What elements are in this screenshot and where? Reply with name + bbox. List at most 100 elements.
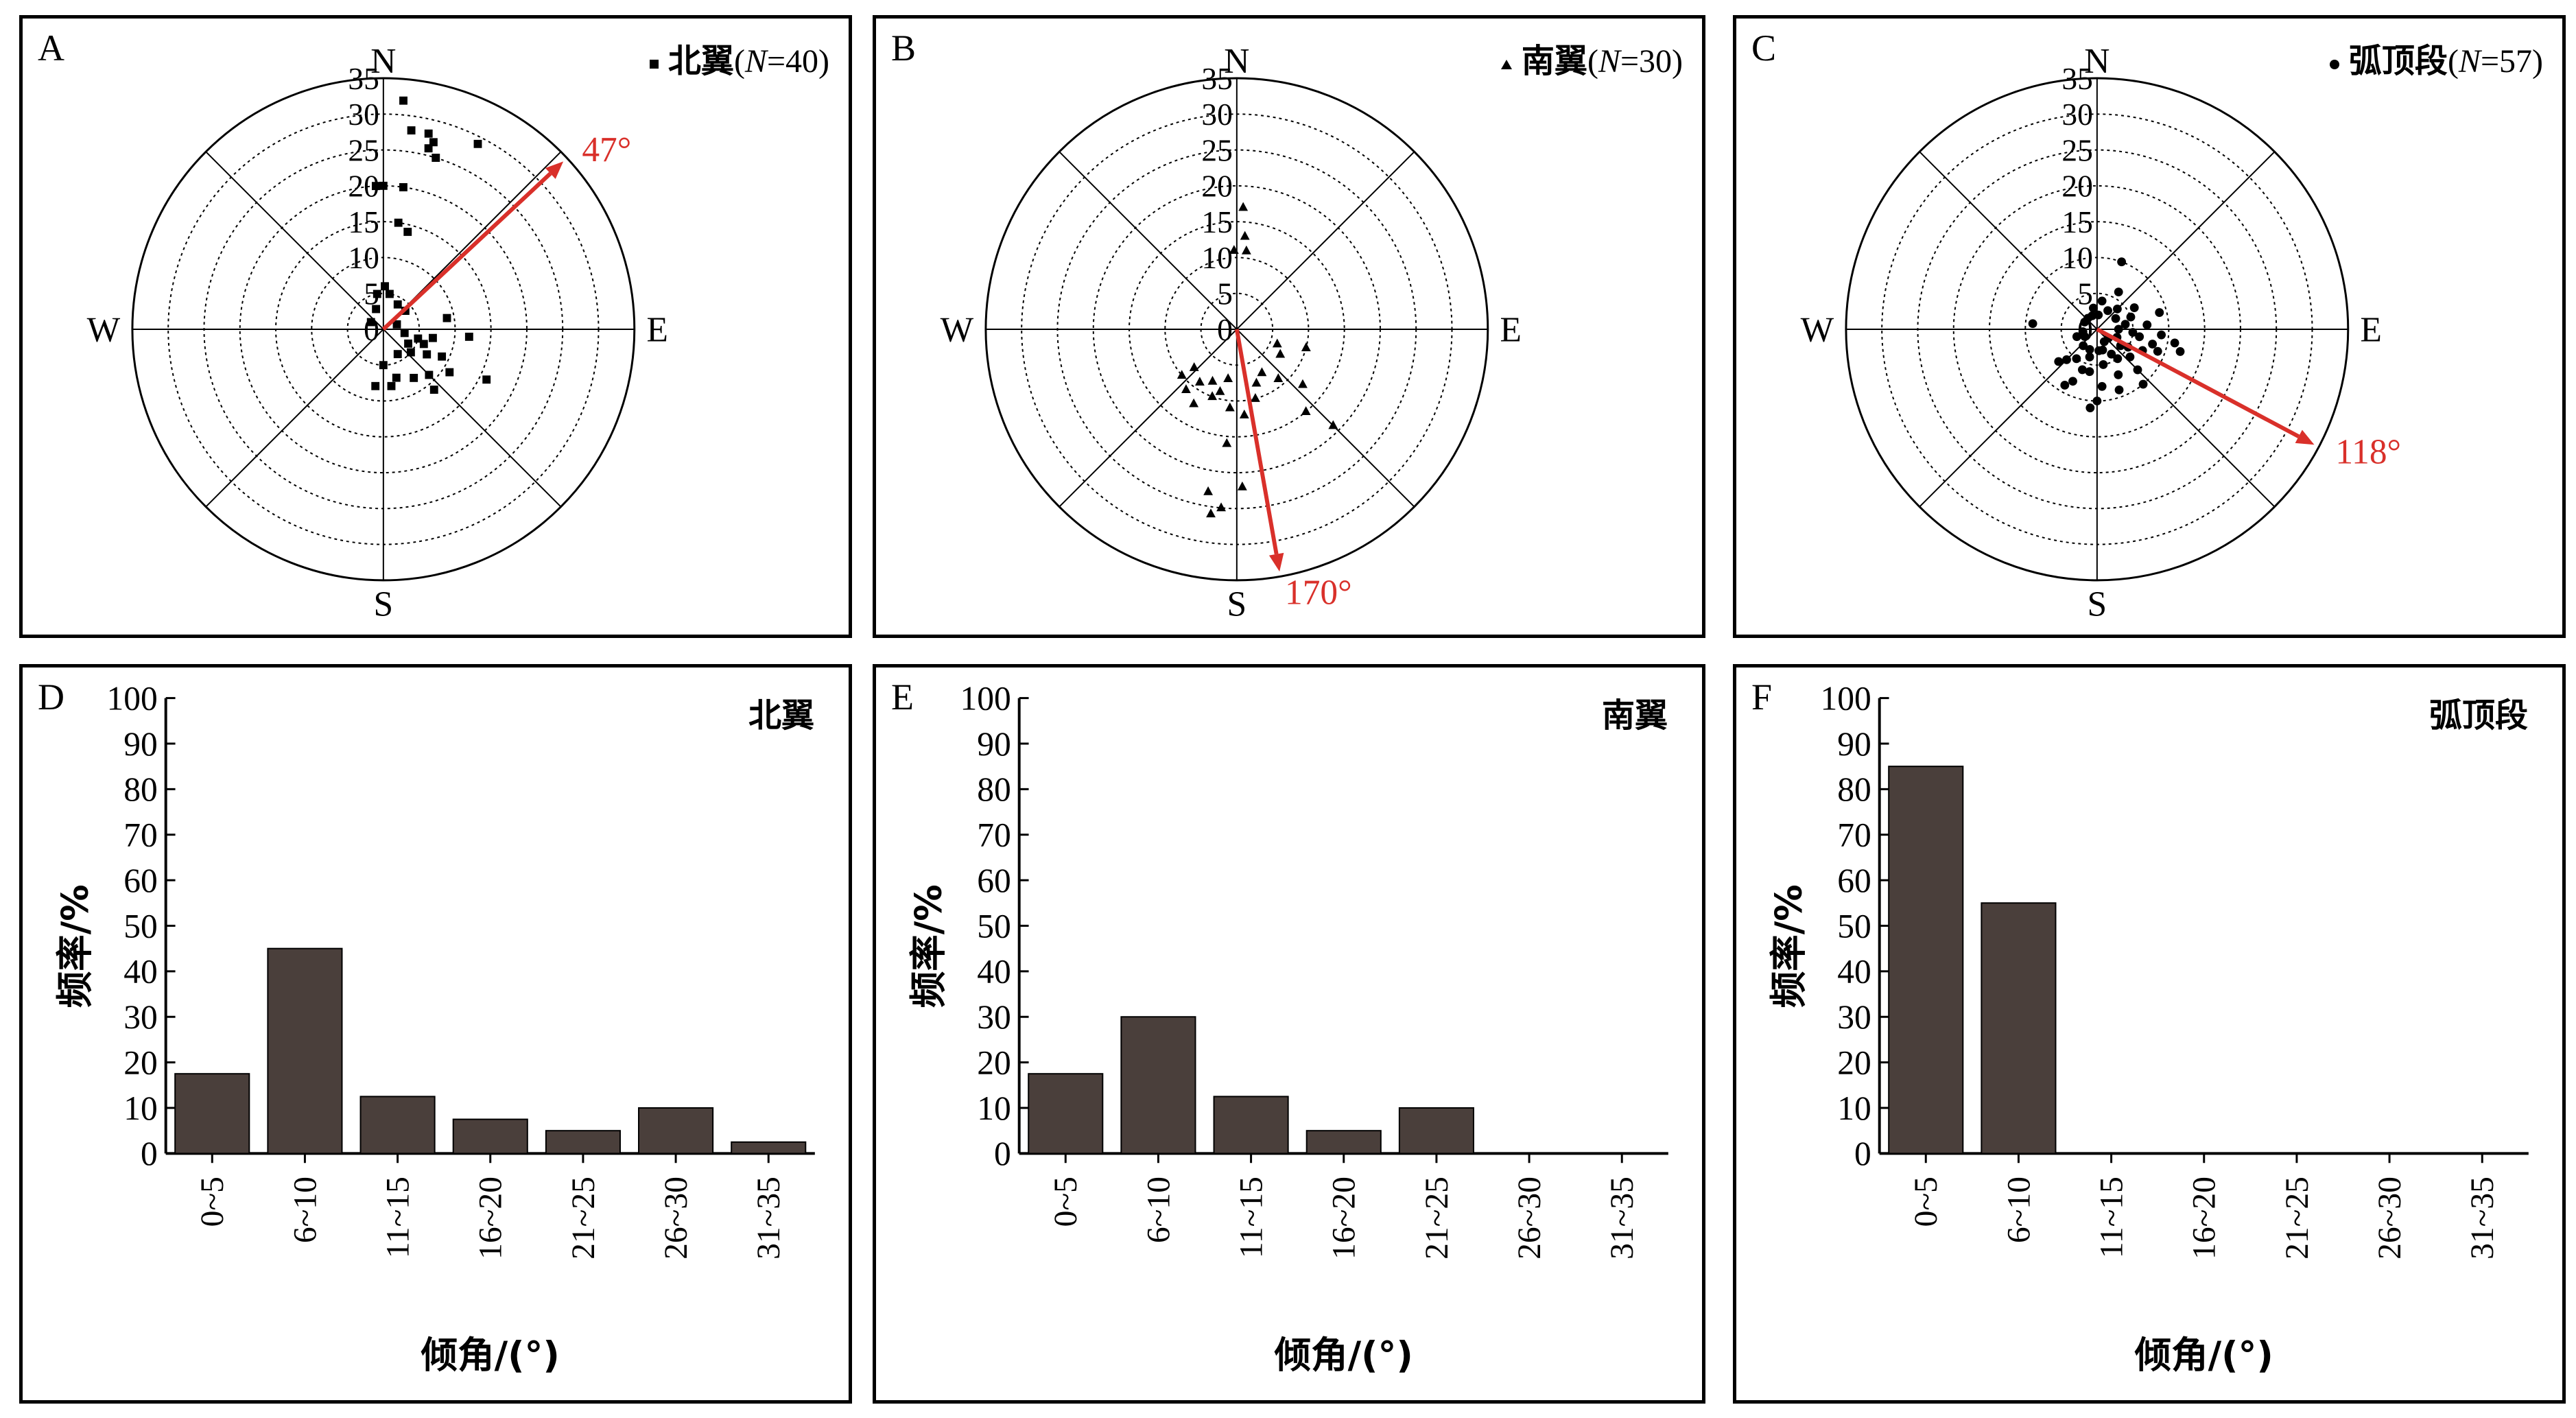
data-point: [2028, 319, 2037, 329]
data-point: [385, 289, 394, 298]
panel-label: D: [38, 676, 64, 718]
y-tick-label: 50: [123, 907, 158, 945]
radial-tick-label: 25: [348, 132, 379, 167]
x-tick-label: 26~30: [1512, 1177, 1548, 1260]
data-point: [1257, 367, 1267, 377]
x-tick-label: 16~20: [2187, 1177, 2223, 1260]
y-tick-label: 50: [1837, 907, 1871, 945]
data-point: [2094, 310, 2103, 320]
data-point: [371, 381, 380, 390]
y-tick-label: 30: [977, 998, 1011, 1036]
radial-tick-label: 35: [1201, 61, 1232, 96]
data-point: [2129, 303, 2139, 313]
y-tick-label: 0: [994, 1135, 1011, 1172]
data-point: [403, 227, 412, 236]
legend-text: 弧顶段: [2429, 696, 2528, 735]
x-tick-label: 0~5: [195, 1177, 231, 1227]
data-point: [1275, 348, 1286, 358]
radial-tick-label: 5: [1217, 276, 1233, 311]
bar-panel-f: 0 10 20 30 40 50 60 70 80 90 100 0~5 6~10 11~15 16~20 2…: [1733, 664, 2566, 1404]
data-point: [1194, 377, 1205, 386]
y-tick-label: 100: [960, 679, 1011, 717]
polar-plot: NESW05101520253035118°: [1801, 42, 2402, 624]
data-point: [2077, 365, 2087, 375]
radial-tick-label: 10: [1201, 240, 1232, 275]
data-point: [1222, 438, 1232, 447]
data-point: [438, 352, 447, 361]
y-tick-label: 50: [977, 907, 1011, 945]
direction-label-n: N: [2084, 42, 2110, 81]
data-point: [393, 350, 402, 359]
legend-text: 北翼: [748, 696, 814, 735]
data-point: [2155, 308, 2164, 318]
data-point: [2097, 381, 2107, 391]
spoke-line: [1059, 151, 1238, 330]
x-tick-label: 11~15: [1233, 1177, 1269, 1258]
polar-panel-a: N E S W 0 5 10 15 20 25 30 35 47° A 北翼(N=40): [19, 15, 852, 638]
legend: 北翼(N=40): [649, 34, 829, 82]
bar-plot: 0 10 20 30 40 50 60 70 80 90 100 0~5 6~10 11~15 16~20 2…: [54, 679, 815, 1376]
data-point: [2085, 352, 2094, 362]
legend-square-icon: [649, 60, 659, 69]
radial-tick-label: 10: [2061, 240, 2092, 275]
spoke-line: [2096, 151, 2276, 330]
data-point: [2062, 355, 2071, 364]
data-point: [1328, 420, 1338, 429]
data-point: [1251, 377, 1262, 387]
data-point: [445, 368, 454, 377]
bar-panel-d: 0 10 20 30 40 50 60 70 80 90 100 0~5 6~10 11~15 16~20 2…: [19, 664, 852, 1404]
bar: [1888, 766, 1964, 1155]
data-point: [2079, 341, 2088, 351]
data-point: [429, 138, 438, 147]
data-point: [1215, 386, 1225, 395]
mean-direction-arrowhead: [545, 161, 564, 179]
direction-label-s: S: [1227, 584, 1247, 624]
data-point: [410, 373, 418, 382]
mean-direction-label: 170°: [1285, 574, 1352, 613]
y-tick-label: 70: [123, 816, 158, 854]
data-point: [404, 339, 412, 348]
legend-text: 弧顶段: [2348, 42, 2448, 80]
x-tick-label: 16~20: [473, 1177, 509, 1260]
data-point: [406, 348, 415, 357]
bar-panel-e: 0 10 20 30 40 50 60 70 80 90 100 0~5 6~10 11~15 16~20 2…: [873, 664, 1705, 1404]
radial-tick-label: 35: [2061, 61, 2092, 96]
data-point: [2142, 320, 2152, 330]
bar: [731, 1141, 807, 1155]
polar-chart-c: NESW05101520253035118°: [1801, 42, 2402, 624]
legend-triangle-icon: [1500, 59, 1512, 69]
direction-label-w: W: [941, 311, 974, 350]
direction-label-e: E: [2361, 311, 2382, 350]
x-tick-label: 16~20: [1327, 1177, 1362, 1260]
y-tick-label: 80: [123, 770, 158, 808]
bar: [1028, 1073, 1104, 1155]
mean-direction-arrow: [2096, 327, 2300, 438]
data-point: [442, 314, 451, 322]
radial-tick-label: 15: [1201, 204, 1232, 239]
y-tick-label: 0: [1854, 1135, 1871, 1172]
data-point: [2068, 377, 2077, 386]
data-point: [2125, 352, 2135, 362]
y-axis-title: 频率/%: [907, 884, 950, 1008]
legend-n: N: [2458, 43, 2481, 80]
y-tick-label: 70: [1837, 816, 1871, 854]
legend-n: N: [1598, 43, 1620, 80]
data-point: [2085, 367, 2094, 377]
mean-direction-arrow: [1234, 329, 1279, 555]
bar: [359, 1096, 436, 1155]
spoke-line: [383, 329, 562, 508]
x-axis-title: 倾角/(°): [1274, 1333, 1413, 1376]
mean-direction-arrowhead: [1268, 552, 1284, 572]
x-tick-label: 0~5: [1909, 1177, 1944, 1227]
data-point: [2138, 379, 2148, 389]
direction-label-e: E: [647, 311, 668, 350]
legend-n-value: =30: [1620, 43, 1673, 80]
data-point: [1216, 502, 1226, 512]
data-point: [423, 350, 432, 359]
bar-chart-f: 0 10 20 30 40 50 60 70 80 90 100 0~5 6~10 11~15 16~20 2…: [1767, 679, 2529, 1376]
x-tick-label: 21~25: [1419, 1177, 1455, 1260]
data-point: [419, 340, 428, 348]
